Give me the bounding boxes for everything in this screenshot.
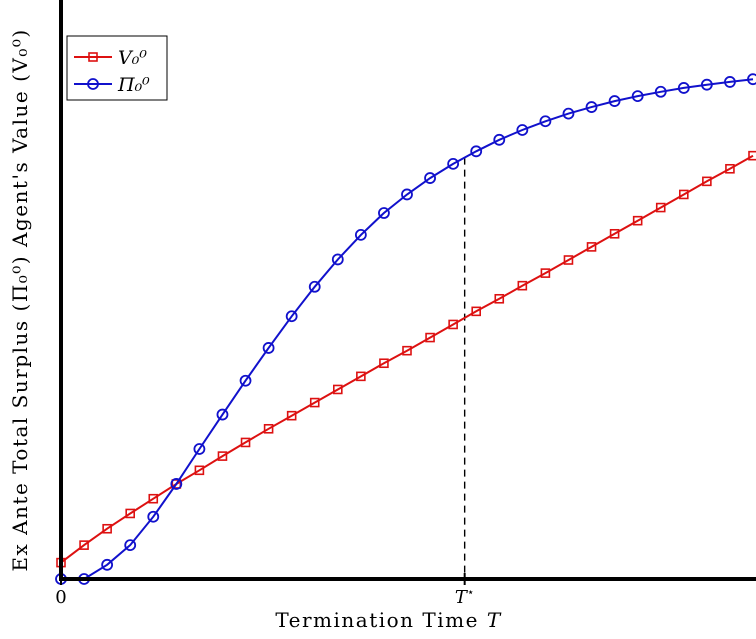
pi-point [424,172,436,184]
x-ticks: 0 T⋆ [55,573,474,608]
pi-point [654,85,667,98]
pi-point [147,510,160,523]
x-axis-title: Termination Time T [275,608,501,632]
v-point [217,451,228,461]
legend: V₀⁰ Π₀⁰ [66,35,168,101]
v-point [448,319,458,330]
v-point [286,410,297,421]
v-point [79,540,89,550]
pi-point [747,73,756,86]
pi-point [308,280,321,293]
series-line-pi [61,78,754,580]
v-point [309,397,320,408]
pi-point [470,145,483,158]
pi-point [585,101,598,113]
legend-box [66,35,168,101]
v-point [356,371,366,382]
v-point [655,202,666,213]
pi-point [631,90,644,103]
y-axis-title: Ex Ante Total Surplus (Π₀⁰) Agent's Valu… [8,28,32,571]
pi-point [285,310,298,323]
pi-point [239,374,252,387]
pi-point [677,82,690,94]
pi-point [562,107,575,120]
v-point [632,215,643,226]
pi-point [193,443,206,455]
pi-point [493,133,506,146]
v-point [171,479,182,489]
pi-point [331,253,344,266]
axes [59,0,756,581]
v-point [332,384,343,395]
v-point [194,465,205,476]
v-point [540,268,551,278]
x-tick-label: T⋆ [455,585,475,608]
pi-point [101,558,114,571]
v-point [263,423,274,434]
v-point [702,176,712,187]
v-point [725,163,735,174]
pi-point [354,228,367,241]
v-point [148,493,159,504]
pi-point [608,95,621,107]
pi-point [401,188,413,201]
v-point [425,332,435,343]
v-point [379,358,389,369]
pi-point [262,342,275,354]
v-point [240,437,251,448]
pi-point [170,478,183,490]
pi-point [700,78,713,91]
v-point [125,508,135,519]
v-point [563,255,574,265]
pi-point [724,76,736,88]
v-point [586,242,597,252]
legend-label: V₀⁰ [118,47,147,69]
pi-point [539,115,552,128]
v-point [609,228,620,239]
pi-point [216,408,229,421]
v-point [402,345,412,356]
v-point [517,280,528,291]
v-point [471,306,482,317]
pi-point [516,124,529,136]
v-point [678,189,689,200]
legend-swatch-marker [87,78,99,90]
v-point [494,293,505,304]
plot-area [55,73,756,585]
pi-point [378,207,390,219]
pi-point [447,157,460,170]
pi-point [124,539,137,552]
x-tick-label: 0 [55,587,66,608]
legend-swatch-marker [88,52,98,62]
legend-label: Π₀⁰ [117,74,150,96]
v-point [748,150,756,161]
v-point [102,523,112,534]
